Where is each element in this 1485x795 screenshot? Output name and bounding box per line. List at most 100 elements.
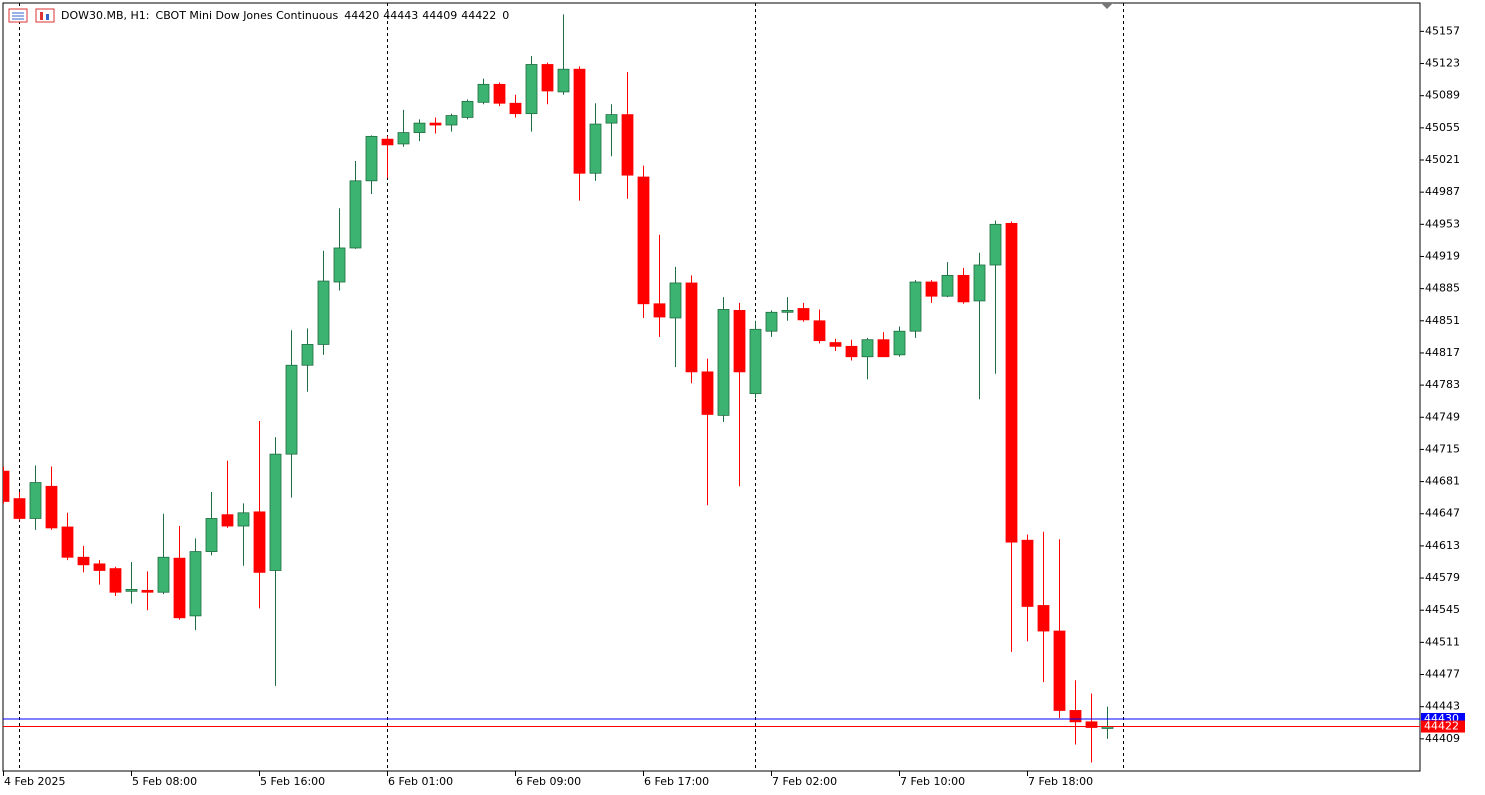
candle-body [621, 114, 634, 176]
candle-body [861, 339, 874, 358]
candle-body [413, 122, 426, 133]
x-tick-label: 7 Feb 02:00 [772, 775, 837, 788]
candle-body [813, 320, 826, 342]
bid-label-bg [1421, 720, 1465, 733]
candle-body [765, 311, 778, 332]
x-tick-label: 6 Feb 09:00 [516, 775, 581, 788]
candle-body [125, 589, 138, 592]
y-tick-label: 44647 [1425, 507, 1460, 520]
candle-body [365, 135, 378, 182]
candle-body [237, 512, 250, 527]
y-tick-label: 44885 [1425, 282, 1460, 295]
candle-body [509, 102, 522, 115]
y-tick-label: 44749 [1425, 410, 1460, 423]
candle-body [3, 470, 10, 502]
header-icons [8, 8, 55, 23]
candle-body [1037, 605, 1050, 632]
candle-body [445, 115, 458, 126]
candle-body [829, 342, 842, 347]
y-tick-label: 44613 [1425, 539, 1460, 552]
candle-body [1085, 721, 1098, 728]
candle-body [189, 551, 202, 617]
candle-body [109, 568, 122, 593]
candle-body [685, 282, 698, 373]
shift-marker [1101, 3, 1113, 9]
y-tick-label: 44477 [1425, 668, 1460, 681]
x-tick-label: 5 Feb 16:00 [260, 775, 325, 788]
y-tick-label: 44443 [1425, 700, 1460, 713]
candle-body [541, 64, 554, 92]
candle-body [61, 526, 74, 558]
ohlc-high: 44443 [383, 9, 418, 22]
ohlc-close: 44422 [461, 9, 496, 22]
candle-body [253, 511, 266, 573]
y-tick-label: 44511 [1425, 635, 1460, 648]
y-tick-label: 44953 [1425, 217, 1460, 230]
symbol: DOW30.MB, H1: [61, 9, 150, 22]
candle-body [269, 453, 282, 571]
ohlc-open: 44420 [344, 9, 379, 22]
icon [35, 8, 55, 23]
candle-body [957, 274, 970, 303]
x-tick-label: 6 Feb 01:00 [388, 775, 453, 788]
candle-body [781, 309, 794, 313]
candle-body [1053, 630, 1066, 711]
candle-body [845, 345, 858, 358]
candle-body [941, 274, 954, 297]
x-tick-label: 7 Feb 18:00 [1028, 775, 1093, 788]
icon-bar [46, 14, 49, 20]
candle-body [733, 309, 746, 373]
candle-body [141, 589, 154, 593]
candle-body [13, 498, 26, 519]
candle-body [477, 83, 490, 103]
y-tick-label: 44783 [1425, 378, 1460, 391]
candle-body [1021, 539, 1034, 607]
candle-body [1005, 222, 1018, 543]
candle-body [461, 100, 474, 118]
candle-body [221, 514, 234, 527]
candle-body [749, 328, 762, 395]
y-tick-label: 45089 [1425, 89, 1460, 102]
candle-body [701, 371, 714, 415]
candle-body [637, 176, 650, 305]
candle-body [317, 280, 330, 345]
y-tick-label: 45055 [1425, 121, 1460, 134]
candle-body [973, 264, 986, 302]
candle-body [797, 308, 810, 321]
y-tick-label: 44579 [1425, 571, 1460, 584]
candle-body [909, 281, 922, 332]
y-tick-label: 44817 [1425, 346, 1460, 359]
candle-body [205, 518, 218, 552]
candle-body [45, 485, 58, 529]
candle-body [653, 303, 666, 318]
y-tick-label: 45157 [1425, 24, 1460, 37]
candles [3, 14, 1114, 763]
y-tick-label: 45123 [1425, 57, 1460, 70]
candle-body [381, 138, 394, 146]
description: CBOT Mini Dow Jones Continuous [156, 9, 339, 22]
candle-body [493, 83, 506, 104]
candle-body [397, 132, 410, 145]
x-tick-label: 5 Feb 08:00 [132, 775, 197, 788]
candle-body [173, 557, 186, 619]
y-tick-label: 44919 [1425, 249, 1460, 262]
candle-body [1069, 710, 1082, 723]
candle-body [669, 282, 682, 319]
candle-body [285, 364, 298, 455]
candle-body [429, 122, 442, 126]
candle-body [717, 309, 730, 416]
icon-bar [40, 12, 43, 20]
candle-body [877, 339, 890, 358]
candle-body [573, 68, 586, 174]
candle-body [525, 64, 538, 115]
x-tick-label: 4 Feb 2025 [4, 775, 65, 788]
bid-label: 44422 [1424, 720, 1459, 733]
candle-body [157, 556, 170, 593]
candle-body [93, 563, 106, 571]
y-tick-label: 44681 [1425, 475, 1460, 488]
chart-header: DOW30.MB, H1: CBOT Mini Dow Jones Continu… [61, 9, 509, 22]
y-tick-label: 44715 [1425, 442, 1460, 455]
candle-body [893, 330, 906, 356]
y-tick-label: 44545 [1425, 603, 1460, 616]
